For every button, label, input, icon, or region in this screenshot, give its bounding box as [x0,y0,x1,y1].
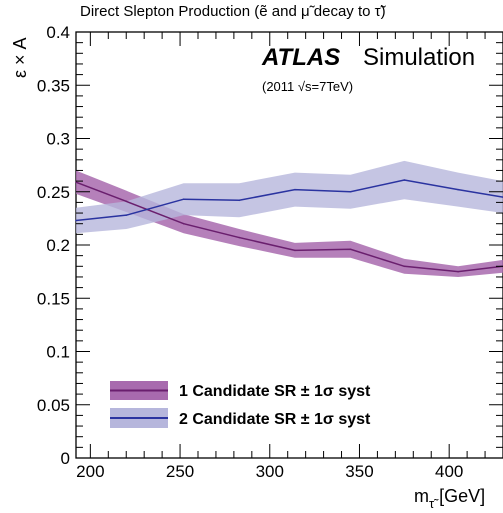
band-series-1 [76,170,503,277]
x-axis-title: mτ̃ [GeV] [414,486,485,511]
point-series-1 [349,248,352,251]
point-series-1 [125,200,128,203]
x-tick-label: 350 [345,462,373,481]
y-tick-label: 0.4 [46,23,70,42]
point-series-1 [238,236,241,239]
y-tick-label: 0.3 [46,130,70,149]
axis-tick-labels: 0 0.05 0.1 0.15 0.2 0.25 0.3 0.35 0.4 200 250 300 35… [37,23,463,481]
point-series-1 [403,265,406,268]
y-axis-title: ε × A [10,37,30,78]
y-tick-label: 0.1 [46,343,70,362]
y-tick-label: 0.35 [37,76,70,95]
x-tick-label: 400 [435,462,463,481]
axis-ticks [76,31,503,459]
atlas-label: ATLAS [261,44,340,71]
point-series-2 [238,199,241,202]
simulation-label: Simulation [363,44,475,71]
y-tick-label: 0.05 [37,396,70,415]
legend: 1 Candidate SR ± 1σ syst 2 Candidate SR … [110,381,371,428]
y-tick-label: 0.15 [37,289,70,308]
point-series-2 [125,214,128,216]
point-series-2 [182,198,185,201]
x-tick-label: 250 [166,462,194,481]
point-series-2 [457,188,459,191]
band-series-2 [76,160,503,234]
chart-title: Direct Slepton Production (ẽ and μ̃ deca… [80,3,387,20]
point-series-2 [403,179,406,181]
point-series-2 [294,188,296,191]
series-lines [75,179,503,273]
y-tick-label: 0 [61,449,70,468]
point-series-1 [182,222,185,225]
energy-label: (2011 √s=7TeV) [262,79,353,94]
point-series-1 [294,249,296,252]
legend-label-2: 2 Candidate SR ± 1σ syst [179,411,371,428]
point-series-1 [457,270,459,273]
y-tick-label: 0.25 [37,183,70,202]
uncertainty-bands [76,160,503,277]
point-series-2 [349,190,352,193]
point-series-2 [75,219,77,222]
x-tick-label: 300 [256,462,284,481]
point-series-1 [75,181,77,183]
x-tick-label: 200 [76,462,104,481]
legend-label-1: 1 Candidate SR ± 1σ syst [179,383,371,400]
y-tick-label: 0.2 [46,236,70,255]
